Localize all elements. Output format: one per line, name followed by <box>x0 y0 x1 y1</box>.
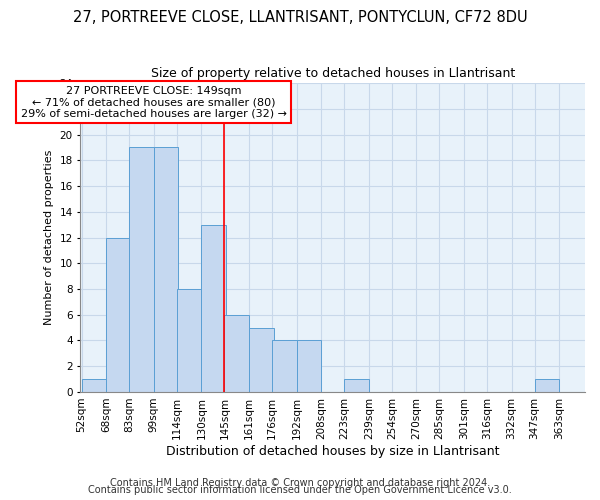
Text: Contains HM Land Registry data © Crown copyright and database right 2024.: Contains HM Land Registry data © Crown c… <box>110 478 490 488</box>
Bar <box>535 379 559 392</box>
Bar <box>177 289 202 392</box>
Bar <box>296 340 321 392</box>
Text: 27 PORTREEVE CLOSE: 149sqm
← 71% of detached houses are smaller (80)
29% of semi: 27 PORTREEVE CLOSE: 149sqm ← 71% of deta… <box>21 86 287 119</box>
Bar <box>154 148 178 392</box>
Title: Size of property relative to detached houses in Llantrisant: Size of property relative to detached ho… <box>151 68 515 80</box>
Bar <box>344 379 369 392</box>
Y-axis label: Number of detached properties: Number of detached properties <box>44 150 54 325</box>
Bar <box>272 340 296 392</box>
X-axis label: Distribution of detached houses by size in Llantrisant: Distribution of detached houses by size … <box>166 444 499 458</box>
Bar <box>106 238 131 392</box>
Bar <box>82 379 106 392</box>
Text: 27, PORTREEVE CLOSE, LLANTRISANT, PONTYCLUN, CF72 8DU: 27, PORTREEVE CLOSE, LLANTRISANT, PONTYC… <box>73 10 527 25</box>
Bar <box>129 148 154 392</box>
Text: Contains public sector information licensed under the Open Government Licence v3: Contains public sector information licen… <box>88 485 512 495</box>
Bar <box>224 314 249 392</box>
Bar <box>249 328 274 392</box>
Bar <box>202 224 226 392</box>
